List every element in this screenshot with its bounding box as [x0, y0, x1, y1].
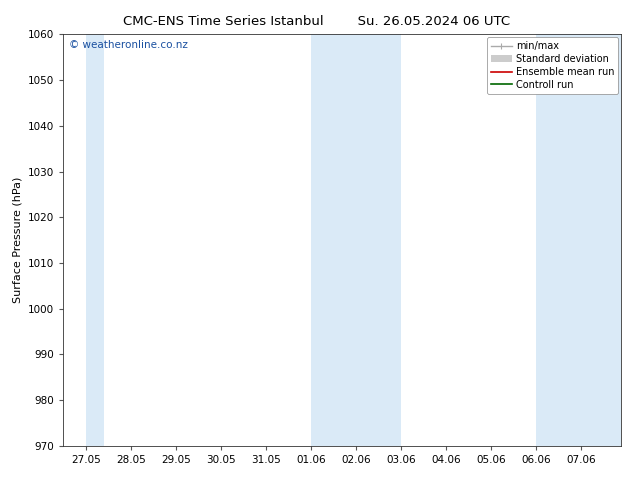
- Bar: [536, 34, 621, 446]
- Bar: [86, 34, 104, 446]
- Bar: [311, 34, 401, 446]
- Legend: min/max, Standard deviation, Ensemble mean run, Controll run: min/max, Standard deviation, Ensemble me…: [487, 37, 618, 94]
- Text: CMC-ENS Time Series Istanbul        Su. 26.05.2024 06 UTC: CMC-ENS Time Series Istanbul Su. 26.05.2…: [124, 15, 510, 28]
- Y-axis label: Surface Pressure (hPa): Surface Pressure (hPa): [13, 177, 23, 303]
- Text: © weatheronline.co.nz: © weatheronline.co.nz: [69, 41, 188, 50]
